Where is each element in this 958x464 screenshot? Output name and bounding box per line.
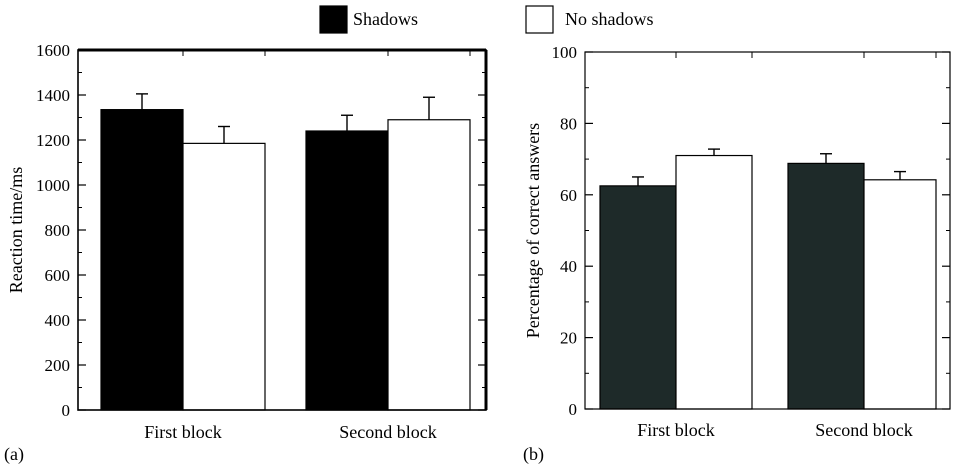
chart-panel-b: 0 20 40 60 80 100 First block Second block Perce… <box>523 43 951 464</box>
y-tick-label: 200 <box>45 356 71 375</box>
legend-label: Shadows <box>353 9 418 29</box>
y-axis-title: Percentage of correct answers <box>523 123 543 338</box>
legend-swatch <box>525 5 554 34</box>
bar <box>100 109 184 411</box>
y-tick-label: 100 <box>552 43 578 62</box>
bar <box>787 162 865 410</box>
y-tick-label: 800 <box>45 221 71 240</box>
bar <box>863 179 937 410</box>
bar <box>675 154 753 410</box>
y-axis-title: Reaction time/ms <box>6 167 26 293</box>
panel-label: (a) <box>4 444 24 464</box>
category-label: Second block <box>815 420 912 440</box>
legend-swatch <box>319 5 348 34</box>
bar <box>599 185 677 410</box>
y-tick-label: 400 <box>45 311 71 330</box>
y-tick-label: 0 <box>62 401 71 420</box>
y-tick-label: 0 <box>569 400 578 419</box>
bar <box>387 119 471 411</box>
y-tick-label: 80 <box>560 114 577 133</box>
legend: Shadows No shadows <box>319 5 654 34</box>
y-tick-label: 1000 <box>36 176 70 195</box>
category-label: First block <box>144 422 222 442</box>
y-tick-label: 60 <box>560 186 577 205</box>
y-tick-label: 1200 <box>36 131 70 150</box>
y-tick-label: 1400 <box>36 86 70 105</box>
y-tick-label: 20 <box>560 329 577 348</box>
category-label: Second block <box>339 422 436 442</box>
bar <box>182 142 266 411</box>
y-tick-label: 40 <box>560 257 577 276</box>
bar <box>305 130 389 411</box>
chart-panel-a: 0 200 400 600 800 1000 1200 1400 1600 First block… <box>4 41 488 464</box>
y-tick-label: 1600 <box>36 41 70 60</box>
category-label: First block <box>637 420 715 440</box>
y-tick-label: 600 <box>45 266 71 285</box>
panel-label: (b) <box>523 444 544 464</box>
legend-label: No shadows <box>565 9 654 29</box>
